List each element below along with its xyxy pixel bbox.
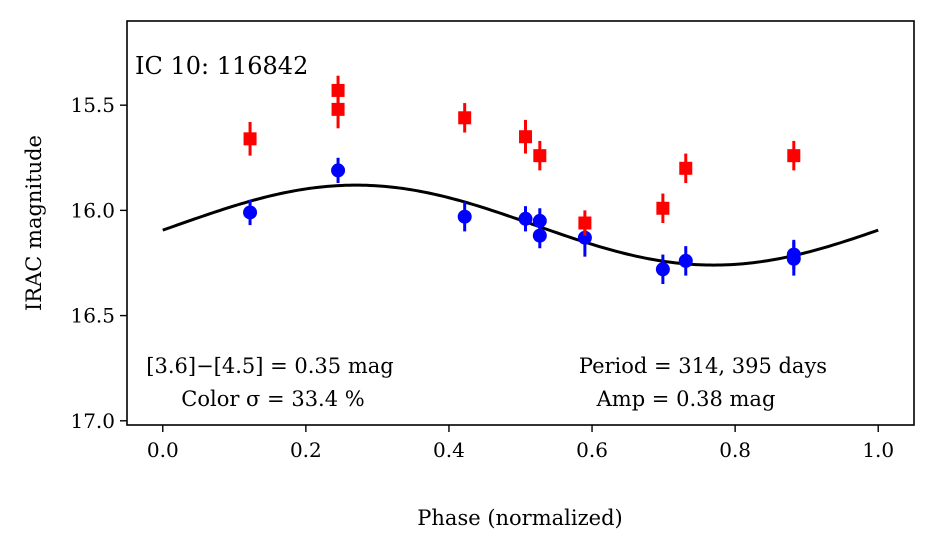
x-tick-label: 0.2 xyxy=(290,438,322,462)
y-tick-label: 15.5 xyxy=(70,93,115,117)
band-4-5-point xyxy=(519,130,533,144)
band-3-6-point xyxy=(678,253,693,268)
period-annotation: Period = 314, 395 days xyxy=(579,354,827,378)
color-annotation-line2: Color σ = 33.4 % xyxy=(181,387,364,411)
x-tick-label: 0.6 xyxy=(576,438,608,462)
y-axis-label: IRAC magnitude xyxy=(22,135,46,311)
color-annotation-line1: [3.6]−[4.5] = 0.35 mag xyxy=(146,354,393,378)
band-4-5-point xyxy=(458,111,472,125)
amplitude-annotation: Amp = 0.38 mag xyxy=(596,387,776,411)
band-4-5-point xyxy=(533,149,547,163)
band-4-5-point xyxy=(243,132,257,146)
band-3-6-point xyxy=(243,205,258,220)
band-3-6-point xyxy=(331,163,346,178)
band-4-5-point xyxy=(331,102,345,116)
band-3-6-point xyxy=(532,228,547,243)
x-axis-label: Phase (normalized) xyxy=(417,506,622,530)
band-3-6-point xyxy=(457,209,472,224)
band-3-6-point xyxy=(518,211,533,226)
band-3-6-point xyxy=(655,262,670,277)
band-3-6-point xyxy=(532,213,547,228)
x-tick-label: 1.0 xyxy=(862,438,894,462)
y-tick-label: 16.5 xyxy=(70,304,115,328)
point-layer xyxy=(243,75,801,285)
band-4-5-point xyxy=(787,149,801,163)
band-3-6-point xyxy=(786,251,801,266)
x-tick-label: 0.4 xyxy=(433,438,465,462)
band-4-5-point xyxy=(679,161,693,175)
tick-layer: 0.0 0.2 0.4 0.6 0.8 1.0 15.5 16.0 16.5 17.0 xyxy=(70,93,894,462)
band-4-5-point xyxy=(578,216,592,230)
band-3-6-point xyxy=(577,230,592,245)
x-tick-label: 0.8 xyxy=(719,438,751,462)
y-tick-label: 17.0 xyxy=(70,409,115,433)
y-tick-label: 16.0 xyxy=(70,198,115,222)
chart-title: IC 10: 116842 xyxy=(135,52,308,80)
x-tick-label: 0.0 xyxy=(147,438,179,462)
band-4-5-point xyxy=(656,201,670,215)
